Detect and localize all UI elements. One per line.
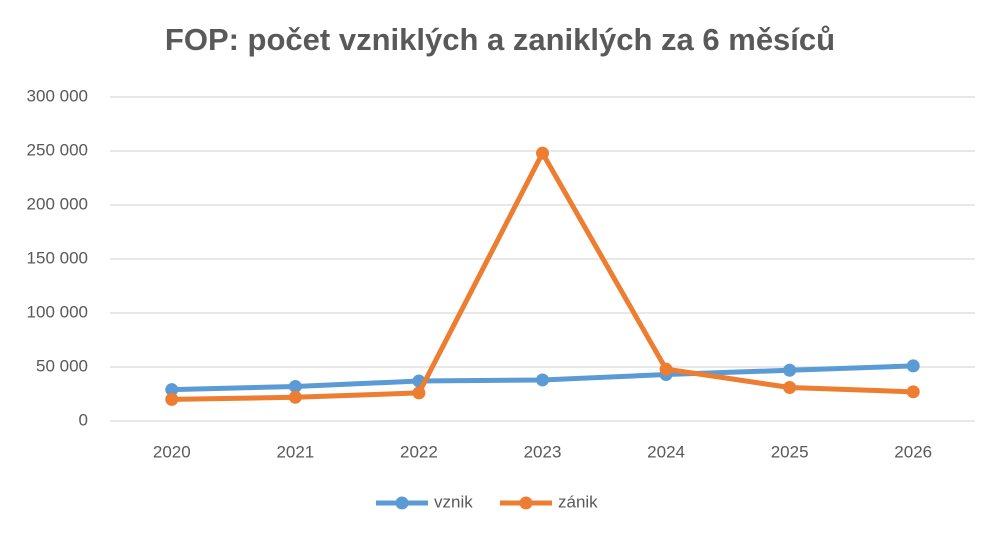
- series-line: [171, 150, 914, 402]
- data-point: [906, 359, 920, 373]
- legend-label: zánik: [558, 492, 598, 511]
- y-tick-label: 200 000: [27, 194, 88, 213]
- y-tick-label: 100 000: [27, 302, 88, 321]
- data-point: [783, 363, 797, 377]
- legend-label: vznik: [434, 492, 473, 511]
- x-tick-label: 2023: [524, 442, 562, 461]
- data-point: [659, 362, 673, 376]
- x-tick-label: 2025: [771, 442, 809, 461]
- y-tick-label: 300 000: [27, 86, 88, 105]
- data-point: [536, 146, 549, 160]
- data-point: [165, 383, 179, 397]
- data-point: [412, 386, 426, 400]
- x-tick-label: 2022: [400, 442, 438, 461]
- data-point: [906, 385, 920, 399]
- y-tick-label: 150 000: [27, 248, 88, 267]
- data-point: [288, 390, 302, 404]
- x-tick-label: 2024: [647, 442, 685, 461]
- x-tick-label: 2026: [894, 442, 932, 461]
- data-point: [783, 381, 797, 395]
- x-tick-label: 2021: [276, 442, 314, 461]
- chart-title: FOP: počet vzniklých a zaniklých za 6 mě…: [165, 22, 835, 57]
- x-tick-label: 2020: [153, 442, 191, 461]
- y-tick-label: 50 000: [36, 356, 88, 375]
- legend-marker: [519, 496, 533, 510]
- y-tick-label: 250 000: [27, 140, 88, 159]
- data-point: [288, 379, 302, 393]
- data-point: [165, 392, 179, 406]
- legend-marker: [395, 496, 409, 510]
- y-tick-label: 0: [79, 410, 88, 429]
- data-point: [536, 373, 549, 387]
